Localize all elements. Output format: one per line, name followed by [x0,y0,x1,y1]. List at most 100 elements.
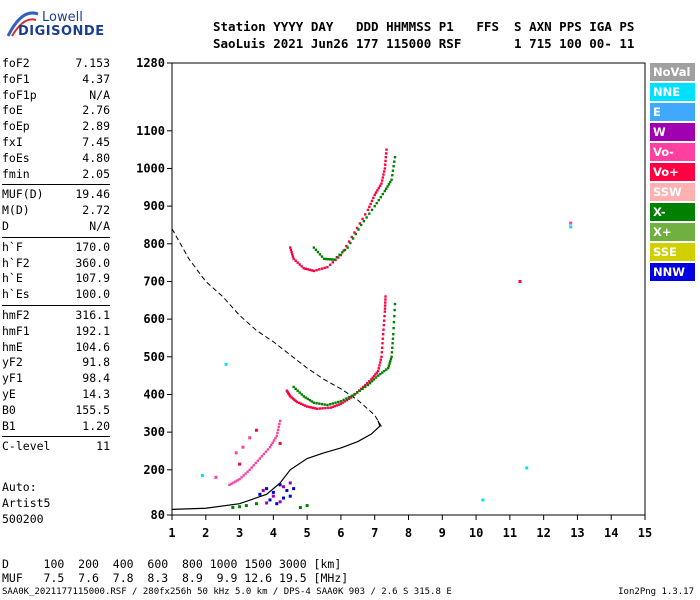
param-value: 2.05 [82,166,110,181]
echo-point [307,405,311,409]
echo-point [285,489,289,493]
echo-point [379,195,382,199]
echo-point [320,402,324,406]
param-value: 192.1 [75,323,110,338]
echo-point [366,381,369,385]
echo-point [349,396,353,399]
echo-point [518,279,522,283]
echo-point [232,481,235,484]
echo-point [290,250,293,254]
param-value: 7.45 [82,134,110,149]
echo-point [379,358,382,361]
echo-point [343,400,347,403]
echo-point [393,308,396,312]
echo-point [391,346,394,349]
echo-point [320,255,324,258]
echo-point [381,337,385,340]
param-row: foE 2.76 [2,103,110,119]
echo-point [329,406,332,409]
echo-point [380,346,384,349]
echo-point [268,498,272,502]
echo-point [341,401,345,404]
echo-point [260,455,264,458]
echo-point [390,355,393,358]
echo-point [368,205,371,209]
echo-point [337,403,341,406]
echo-point [328,258,332,261]
echo-point [392,333,395,336]
param-value: 107.9 [75,271,110,286]
param-value: N/A [89,87,110,102]
echo-point [381,333,385,336]
echo-point [254,502,258,506]
echo-point [238,478,241,481]
param-row: foEs 4.80 [2,151,110,167]
param-row: yF1 98.4 [2,371,110,387]
echo-point [240,476,243,479]
echo-point [361,217,364,221]
param-name: C-level [2,439,51,454]
echo-point [389,357,393,361]
param-row: foEp 2.89 [2,119,110,135]
echo-point [318,253,322,256]
y-tick-label: 400 [143,387,165,401]
echo-point [265,487,269,491]
echo-point [248,436,252,440]
auto-program: Artist5 [2,495,51,510]
param-name: yE [2,386,16,401]
echo-point [370,199,374,203]
echo-point [305,405,309,408]
echo-point [305,504,309,508]
param-value: 360.0 [75,255,110,270]
param-value: 98.4 [82,371,110,386]
echo-point [341,251,344,254]
echo-point [278,422,281,426]
echo-point [300,393,303,396]
echo-point [370,380,374,383]
param-name: yF1 [2,371,23,386]
echo-point [390,178,393,181]
echo-point [339,402,343,406]
echo-point [481,498,485,502]
echo-point [238,505,242,509]
param-row: yE 14.3 [2,387,110,403]
echo-point [289,248,293,252]
param-name: M(D) [2,203,30,218]
y-tick-label: 500 [143,350,165,364]
param-value: 11 [96,439,110,454]
param-name: fxI [2,134,23,149]
y-tick-label: 900 [143,199,165,213]
param-name: hmF2 [2,307,30,322]
legend-item: Vo+ [650,163,695,181]
echo-point [294,399,297,403]
echo-point [300,265,303,268]
x-tick-label: 8 [405,526,412,540]
echo-point [278,500,282,504]
digisonde-logo: Lowell DIGISONDE [4,6,124,46]
echo-point [569,221,573,225]
echo-point [320,267,324,270]
echo-point [377,186,380,190]
y-tick-label: 700 [143,274,165,288]
echo-point [345,398,349,402]
echo-point [335,256,339,259]
echo-point [350,394,353,398]
echo-point [304,267,307,271]
x-tick-label: 5 [304,526,311,540]
echo-point [372,196,375,200]
polarization-legend: NoVal NNE E W Vo- Vo+ SSW X- X+ SSE NNW [650,63,695,283]
echo-point [380,351,384,354]
x-tick-label: 10 [469,526,483,540]
x-tick-label: 1 [168,526,175,540]
echo-point [270,443,273,447]
param-name: foEp [2,119,30,134]
echo-point [281,485,285,489]
echo-point [302,267,305,270]
echo-point [271,490,275,494]
echo-point [306,268,310,271]
param-name: hmE [2,339,23,354]
x-tick-label: 3 [236,526,243,540]
echo-point [383,167,387,170]
param-row: B0 155.5 [2,403,110,419]
echo-point [231,505,235,509]
